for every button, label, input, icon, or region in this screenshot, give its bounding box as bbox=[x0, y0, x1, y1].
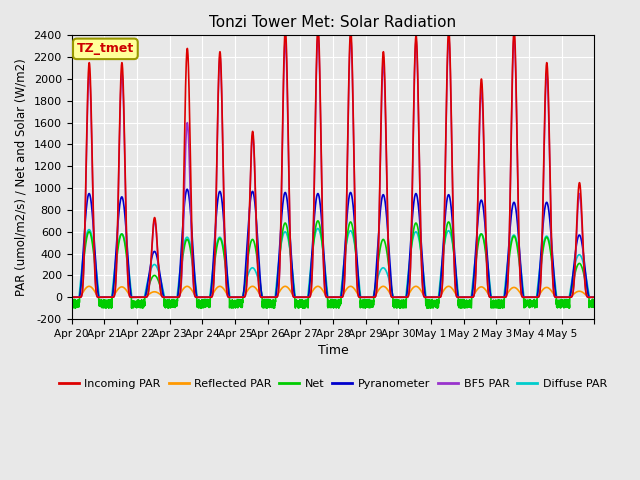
X-axis label: Time: Time bbox=[317, 344, 348, 357]
Legend: Incoming PAR, Reflected PAR, Net, Pyranometer, BF5 PAR, Diffuse PAR: Incoming PAR, Reflected PAR, Net, Pyrano… bbox=[54, 374, 612, 393]
Y-axis label: PAR (umol/m2/s) / Net and Solar (W/m2): PAR (umol/m2/s) / Net and Solar (W/m2) bbox=[15, 59, 28, 296]
Title: Tonzi Tower Met: Solar Radiation: Tonzi Tower Met: Solar Radiation bbox=[209, 15, 456, 30]
Text: TZ_tmet: TZ_tmet bbox=[77, 42, 134, 55]
